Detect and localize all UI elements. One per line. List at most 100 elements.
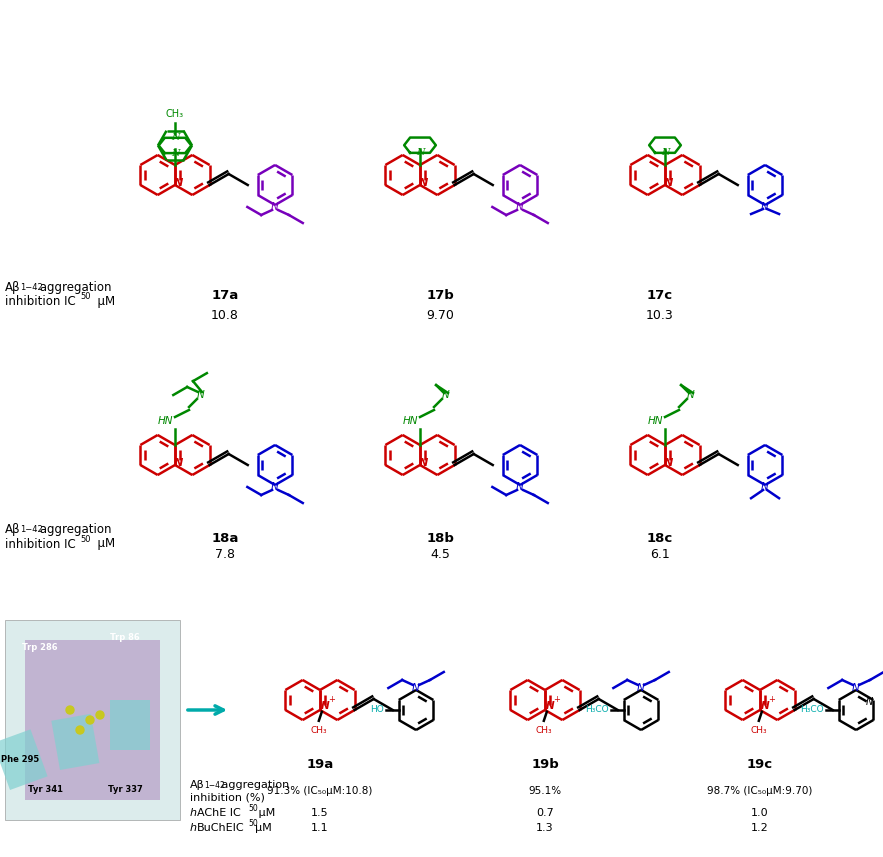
Text: inhibition IC: inhibition IC [5,295,76,308]
Text: aggregation: aggregation [218,780,290,790]
Text: N: N [419,458,428,468]
Text: h: h [190,808,197,818]
Text: μM: μM [255,823,272,833]
Text: HN: HN [647,416,663,426]
Text: aggregation: aggregation [36,524,111,536]
Text: N: N [271,202,279,212]
Text: N: N [638,683,645,693]
Text: 91.3% (IC₅₀μM:10.8): 91.3% (IC₅₀μM:10.8) [268,786,373,796]
Text: +: + [554,695,560,704]
Text: Phe 295: Phe 295 [1,756,39,764]
Text: inhibition IC: inhibition IC [5,537,76,550]
Text: μM: μM [90,537,115,550]
Text: 9.70: 9.70 [426,309,454,321]
Text: H₃CO: H₃CO [801,705,824,715]
Text: N: N [416,148,424,158]
Text: 0.7: 0.7 [536,808,554,818]
Text: 19c: 19c [747,758,773,771]
Text: N: N [321,701,329,710]
Text: N: N [687,390,695,400]
Circle shape [86,716,94,724]
Text: 10.8: 10.8 [211,309,239,321]
Bar [5,620,180,820]
Text: Tyr 337: Tyr 337 [108,786,142,794]
Text: 50: 50 [248,804,258,813]
Text: N: N [866,698,873,707]
Text: N: N [852,683,860,693]
Text: 1.5: 1.5 [311,808,328,818]
Text: 50: 50 [248,819,258,828]
Text: 1−42: 1−42 [204,781,225,789]
Text: H₃CO: H₃CO [585,705,609,715]
Text: 17c: 17c [647,289,673,302]
Text: HO: HO [370,705,384,715]
Text: N: N [761,202,769,212]
Text: μM: μM [90,295,115,308]
Text: 1−42: 1−42 [20,283,42,291]
Text: N: N [442,390,449,400]
Text: HN: HN [157,416,173,426]
Circle shape [76,726,84,734]
Text: 17b: 17b [426,289,454,302]
Text: N: N [412,683,420,693]
Text: 18b: 18b [426,531,454,544]
Text: CH₃: CH₃ [535,726,552,735]
Text: 4.5: 4.5 [430,548,450,560]
Bar [0,729,48,790]
Text: 17a: 17a [211,289,238,302]
Text: N: N [517,482,524,492]
Text: 1.1: 1.1 [311,823,328,833]
Text: CH₃: CH₃ [751,726,767,735]
Text: +: + [328,695,336,704]
Text: 1.0: 1.0 [751,808,769,818]
Text: N: N [760,701,769,710]
Text: Tyr 341: Tyr 341 [27,786,63,794]
Text: N: N [517,202,524,212]
Text: N: N [170,148,179,158]
Text: 6.1: 6.1 [650,548,670,560]
Text: N: N [174,458,184,468]
Text: 1.3: 1.3 [536,823,554,833]
Text: 1.2: 1.2 [751,823,769,833]
Text: 19a: 19a [306,758,334,771]
Text: N: N [664,458,674,468]
Text: 7.8: 7.8 [215,548,235,560]
Text: N: N [660,148,669,158]
Text: N: N [546,701,555,710]
Text: 10.3: 10.3 [646,309,674,321]
Text: 19b: 19b [532,758,559,771]
Text: BuChEIC: BuChEIC [197,823,245,833]
Text: CH₃: CH₃ [311,726,327,735]
Text: Trp 286: Trp 286 [22,644,57,652]
Text: N: N [174,177,184,188]
Text: N: N [271,482,279,492]
Text: 98.7% (IC₅₀μM:9.70): 98.7% (IC₅₀μM:9.70) [707,786,812,796]
Text: N: N [170,134,179,142]
Bar [51,714,100,770]
Bar [110,700,150,750]
Text: 18a: 18a [211,531,238,544]
Text: N: N [419,177,428,188]
Text: 18c: 18c [647,531,673,544]
Text: 50: 50 [80,292,90,301]
Text: μM: μM [255,808,275,818]
Text: aggregation: aggregation [36,280,111,293]
Text: HN: HN [403,416,418,426]
Circle shape [66,706,74,714]
Circle shape [96,711,104,719]
Text: 95.1%: 95.1% [528,786,562,796]
Text: N: N [197,390,205,400]
Text: N: N [664,177,674,188]
Text: Trp 86: Trp 86 [110,633,140,643]
Text: Aβ: Aβ [190,780,205,790]
Text: Aβ: Aβ [5,524,20,536]
Text: CH₃: CH₃ [166,109,184,119]
Text: +: + [768,695,775,704]
Text: Aβ: Aβ [5,280,20,293]
Text: N: N [761,482,769,492]
Text: inhibition (%): inhibition (%) [190,792,265,802]
Text: AChE IC: AChE IC [197,808,241,818]
Text: 1−42: 1−42 [20,525,42,535]
Bar [25,640,160,800]
Text: h: h [190,823,197,833]
